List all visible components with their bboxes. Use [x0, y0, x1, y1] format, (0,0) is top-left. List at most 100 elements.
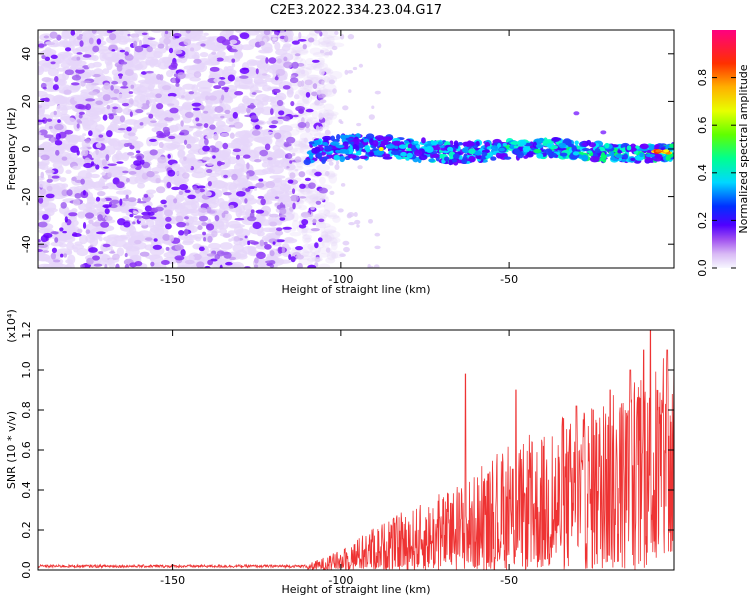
spectrogram-noise-cell	[303, 137, 308, 143]
spectrogram-noise-cell	[292, 49, 309, 54]
spectrogram-noise-cell	[306, 190, 322, 200]
spectrogram-noise-cell	[343, 246, 350, 253]
spectrogram-noise-cell	[257, 229, 262, 237]
spectrogram-noise-cell	[140, 86, 147, 92]
spectrogram-noise-cell	[127, 151, 135, 156]
spectrogram-signal-cell	[365, 133, 375, 140]
spectrogram-signal-cell	[645, 153, 656, 158]
snr-xtick-label: -50	[500, 574, 518, 587]
spectrogram-noise-cell	[65, 169, 72, 175]
spectrogram-noise-cell	[242, 141, 253, 148]
spectrogram-noise-cell	[68, 35, 77, 46]
spectrogram-noise-cell	[204, 138, 209, 146]
spectrogram-signal-cell	[390, 150, 401, 156]
spectrogram-noise-cell	[275, 239, 285, 243]
spectrogram-signal-cell	[480, 155, 487, 160]
spectrogram-noise-cell	[154, 206, 164, 212]
spectrogram-noise-cell	[311, 110, 319, 120]
spectrogram-noise-cell	[144, 244, 155, 251]
spectrogram-signal-cell	[405, 157, 410, 161]
spectrogram-noise-cell	[196, 80, 213, 90]
spectrogram-noise-cell	[272, 241, 276, 245]
spectrogram-noise-cell	[255, 68, 259, 75]
spectrogram-noise-cell	[51, 175, 60, 179]
spectrogram-noise-cell	[323, 225, 337, 234]
spectrogram-noise-cell	[311, 63, 325, 68]
spectrogram-noise-cell	[206, 162, 214, 166]
spectrogram-noise-cell	[323, 209, 331, 217]
spectrogram-noise-cell	[291, 67, 302, 75]
spectrogram-noise-cell	[82, 54, 92, 58]
spectrogram-noise-cell	[228, 117, 234, 122]
figure-title: C2E3.2022.334.23.04.G17	[270, 3, 442, 18]
spectrogram-noise-cell	[109, 251, 116, 254]
spectrogram-noise-cell	[222, 113, 237, 119]
spectrogram-noise-cell	[225, 221, 229, 228]
spectrogram-noise-cell	[129, 213, 134, 218]
spectrogram-noise-cell	[140, 103, 150, 110]
spectrogram-noise-cell	[256, 121, 264, 125]
spectrogram-noise-cell	[305, 193, 319, 204]
spectrogram-noise-cell	[314, 212, 327, 220]
spectrogram-noise-cell	[69, 135, 78, 143]
spectrogram-signal-cell	[449, 140, 454, 146]
spectrogram-noise-cell	[97, 191, 106, 197]
spectrogram-noise-cell	[298, 188, 311, 193]
spectrogram-signal-cell	[586, 150, 593, 154]
spectrogram-noise-cell	[189, 208, 198, 213]
spectrogram-noise-cell	[192, 109, 202, 118]
spectrogram-noise-cell	[367, 263, 371, 268]
spectrogram-noise-cell	[323, 109, 335, 119]
spectrogram-noise-cell	[280, 30, 285, 36]
spectrogram-signal-cell	[447, 146, 454, 152]
spectrogram-noise-cell	[374, 232, 381, 237]
spectrogram-noise-cell	[87, 62, 96, 69]
spectrogram-noise-cell	[256, 78, 265, 83]
spectrogram-noise-cell	[322, 30, 338, 39]
spectrogram-signal-cell	[365, 147, 371, 153]
spectrogram-noise-cell	[205, 135, 214, 139]
spectrogram-noise-cell	[44, 97, 50, 102]
spectrogram-noise-cell	[236, 190, 246, 197]
spectrogram-noise-cell	[291, 40, 300, 45]
spectrogram-noise-cell	[198, 130, 204, 136]
spectrogram-signal-cell	[648, 144, 655, 151]
spectrogram-noise-cell	[149, 226, 165, 237]
spectrogram-noise-cell	[119, 115, 126, 123]
spectrogram-noise-cell	[38, 202, 44, 211]
spectrogram-noise-cell	[79, 40, 84, 47]
spectrogram-signal-cell	[536, 153, 544, 159]
spectrogram-signal-cell	[610, 156, 616, 161]
spectrogram-noise-cell	[80, 117, 95, 127]
spectrogram-noise-cell	[145, 56, 159, 66]
spectrogram-noise-cell	[324, 232, 335, 242]
spectrogram-noise-cell	[164, 223, 172, 230]
spectrogram-signal-cell	[355, 151, 362, 156]
spectrogram-noise-cell	[123, 221, 131, 228]
spectrogram-noise-cell	[288, 147, 305, 154]
spectrogram-noise-cell	[290, 194, 299, 202]
spectrogram-noise-cell	[126, 126, 132, 132]
spectrogram-signal-cell	[382, 153, 391, 158]
spectrogram-noise-cell	[314, 242, 319, 249]
spectrogram-noise-cell	[223, 174, 228, 179]
spectrogram-noise-cell	[283, 163, 296, 171]
spectrogram-noise-cell	[92, 255, 100, 261]
spectrogram-noise-cell	[279, 207, 287, 215]
spectrogram-noise-cell	[122, 189, 132, 196]
spectrogram-noise-cell	[347, 211, 355, 218]
snr-ytick-label: 1.0	[20, 361, 33, 379]
spectrogram-noise-cell	[68, 212, 78, 217]
spectrogram-signal-cell	[413, 140, 419, 144]
spectrogram-noise-cell	[65, 259, 74, 264]
spectrogram-noise-cell	[127, 197, 137, 203]
spectrogram-signal-cell	[481, 151, 488, 157]
spectrogram-noise-cell	[125, 194, 129, 199]
spectrogram-noise-cell	[49, 145, 65, 152]
spectrogram-noise-cell	[124, 264, 130, 268]
spectrogram-noise-cell	[227, 74, 235, 82]
spectrogram-noise-cell	[140, 71, 147, 75]
spectrogram-noise-cell	[282, 115, 290, 122]
spectrogram-noise-cell	[207, 235, 213, 243]
spectrogram-noise-cell	[294, 53, 301, 57]
